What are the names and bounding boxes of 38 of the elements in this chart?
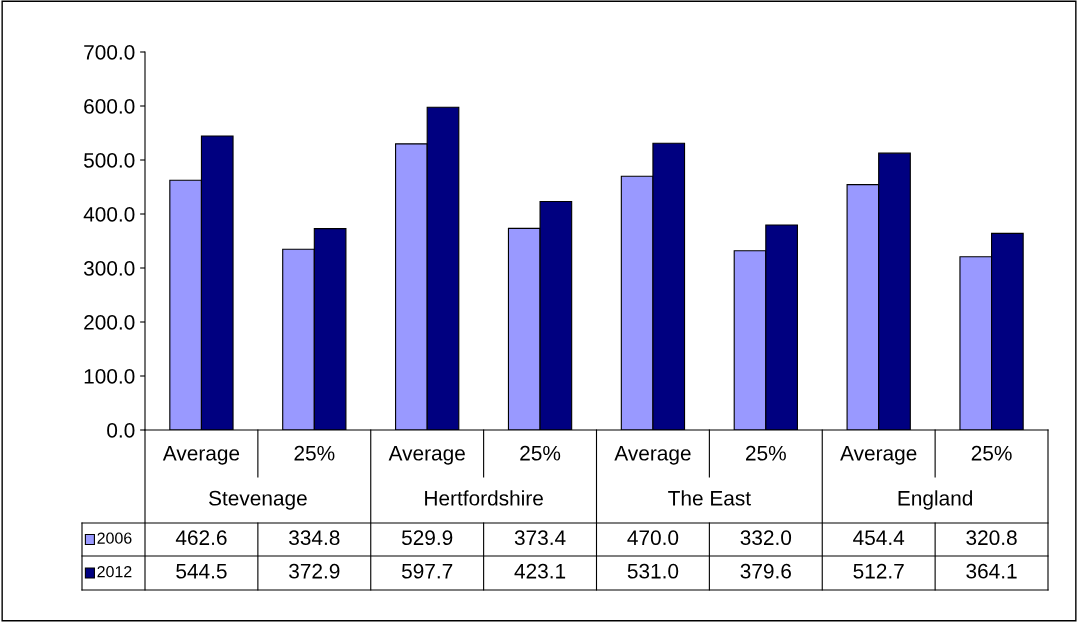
legend-label: 2006 [97,532,132,544]
data-label: 529.9 [401,530,453,546]
x-tick-label: Average [388,446,465,465]
data-label: 423.1 [514,563,566,579]
text: England [898,490,973,510]
x-tick-label: 25% [971,445,1012,461]
text: Stevenage [209,490,307,510]
data-label: 373.4 [514,530,566,546]
legend-label: 2012 [97,565,132,578]
y-tick-label: 0.0 [107,423,135,438]
data-label: 531.0 [627,563,679,579]
text: The East [668,490,751,506]
y-tick-label: 300.0 [83,261,135,276]
x-tick-label: Average [614,446,691,465]
y-tick-label: 500.0 [83,153,135,168]
data-label: 462.6 [175,530,227,546]
x-tick-label: 25% [520,445,561,461]
data-label: 320.8 [966,530,1017,546]
x-tick-label: Average [162,446,240,465]
data-label: 364.1 [966,563,1017,579]
y-tick-label: 100.0 [84,369,135,384]
data-label: 597.7 [401,563,453,579]
data-label: 332.0 [740,530,792,546]
text: Hertfordshire [425,490,543,506]
y-tick-label: 400.0 [83,207,135,222]
x-tick-label: 25% [746,445,786,461]
data-label: 512.7 [853,563,904,579]
data-label: 372.9 [289,563,340,579]
data-label: 454.4 [853,530,905,546]
y-tick-label: 700.0 [84,45,135,60]
x-tick-label: Average [840,446,917,465]
x-tick-label: 25% [294,445,335,461]
y-tick-label: 200.0 [84,315,135,330]
y-tick-label: 600.0 [84,99,135,114]
data-label: 334.8 [289,530,340,546]
data-label: 379.6 [740,563,791,579]
data-label: 470.0 [627,530,679,546]
data-label: 544.5 [176,564,227,579]
